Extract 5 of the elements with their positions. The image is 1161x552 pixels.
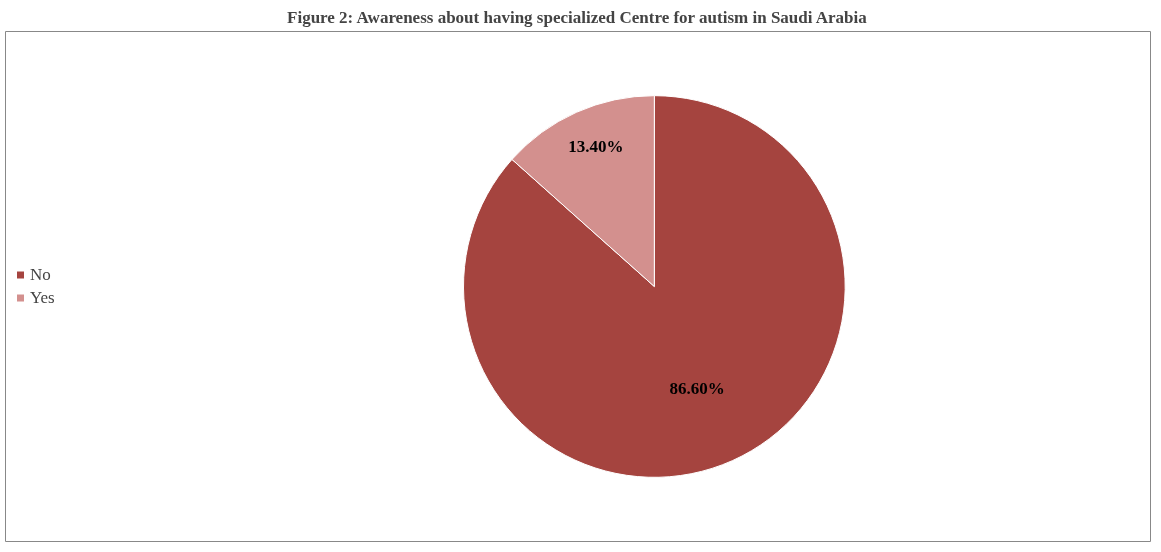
data-label: 86.60% bbox=[669, 379, 725, 399]
chart-title: Figure 2: Awareness about having specialized Centre for autism in Saudi Arabia bbox=[287, 7, 868, 27]
data-label: 13.40% bbox=[568, 137, 624, 157]
legend-label: No bbox=[30, 264, 51, 285]
legend-label: Yes bbox=[30, 287, 55, 308]
